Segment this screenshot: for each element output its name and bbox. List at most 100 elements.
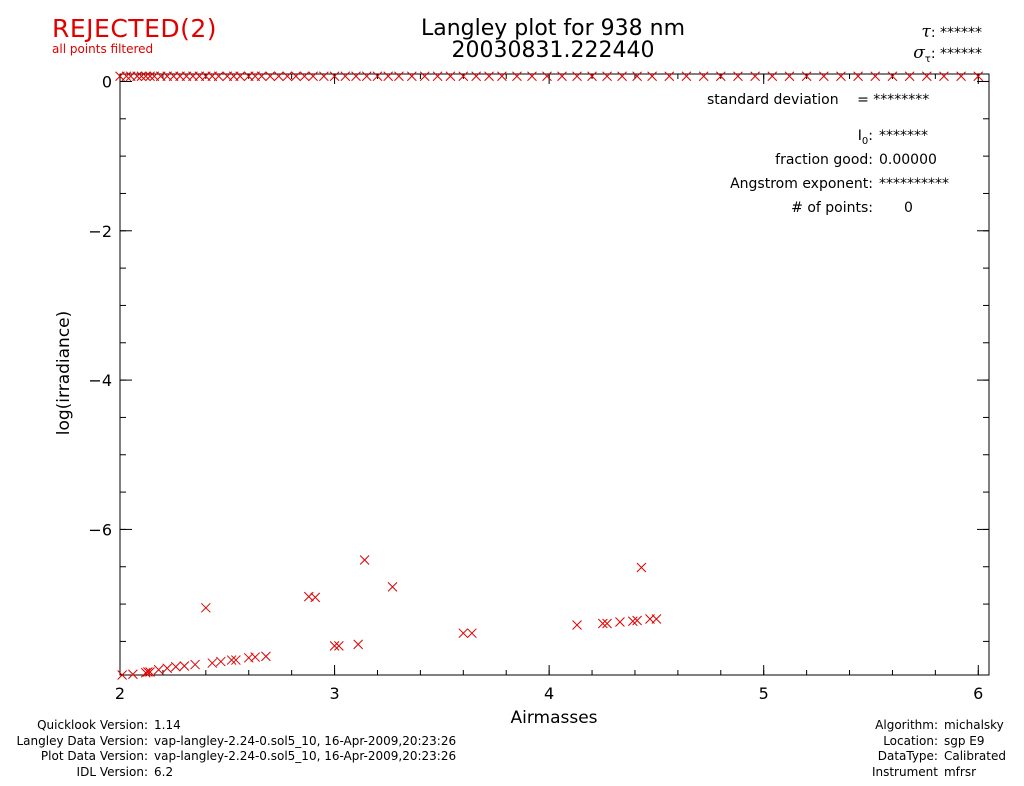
data-point <box>627 616 638 627</box>
top-edge-point <box>121 71 132 82</box>
version-info-label: Plot Data Version: <box>40 749 148 763</box>
x-axis-label: Airmasses <box>510 708 598 728</box>
version-info-row: Langley Data Version: vap-langley-2.24-0.… <box>0 734 456 750</box>
instrument-info-row: Instrument mfrsr <box>818 765 1006 781</box>
top-edge-point <box>664 71 675 82</box>
top-edge-point <box>733 71 743 82</box>
i0-label: I0: <box>857 128 873 147</box>
top-edge-point <box>572 71 582 82</box>
data-point <box>162 663 173 674</box>
chart-title: Langley plot for 938 nm <box>420 16 686 41</box>
instrument-info-row: DataType: Calibrated <box>818 749 1006 765</box>
top-edge-point <box>512 71 522 82</box>
top-edge-point <box>617 71 627 82</box>
data-point <box>261 651 271 662</box>
top-edge-point <box>767 71 778 82</box>
top-edge-point <box>750 71 760 82</box>
instrument-info-value: sgp E9 <box>943 733 985 748</box>
version-info-label: IDL Version: <box>76 764 148 779</box>
data-point <box>387 582 398 592</box>
plot-frame <box>119 73 990 676</box>
top-edge-point <box>904 71 915 82</box>
sigma-symbol: σ <box>913 43 925 63</box>
top-edge-point <box>329 71 340 82</box>
sigma-tau-value: ****** <box>940 46 982 62</box>
data-point <box>153 664 164 675</box>
std-dev-label: standard deviation <box>707 92 839 108</box>
data-point <box>334 641 344 651</box>
data-points <box>115 71 984 680</box>
top-edge-point <box>715 71 726 82</box>
top-edge-point <box>340 71 351 82</box>
instrument-info-row: Location: sgp E9 <box>818 734 1006 750</box>
top-edge-point <box>394 71 404 82</box>
x-tick-label: 2 <box>115 684 125 703</box>
top-edge-point <box>406 71 417 82</box>
top-edge-point <box>681 71 692 82</box>
version-info-row: Plot Data Version: vap-langley-2.24-0.sol… <box>0 749 456 765</box>
version-info-value: vap-langley-2.24-0.sol5_10, 16-Apr-2009,… <box>154 733 457 748</box>
status-note: all points filtered <box>52 42 154 56</box>
instrument-info-label: Location: <box>883 733 938 748</box>
x-tick-label: 4 <box>544 684 554 703</box>
top-edge-point <box>632 71 642 82</box>
data-point <box>128 669 138 680</box>
data-point <box>250 652 261 662</box>
npoints-value: 0 <box>904 200 913 216</box>
data-point <box>597 618 608 629</box>
instrument-info-row: Algorithm: michalsky <box>818 718 1006 734</box>
top-edge-point <box>256 71 267 82</box>
data-point <box>615 617 625 627</box>
version-info-row: IDL Version: 6.2 <box>0 765 456 781</box>
data-point <box>215 656 226 667</box>
top-edge-point <box>383 71 394 82</box>
axis-tick-labels: 2 3 4 5 6 0 −2 −4 −6 <box>88 72 983 703</box>
top-edge-point <box>458 71 469 82</box>
top-edge-point <box>235 71 246 82</box>
instrument-info-label: Instrument <box>871 764 938 779</box>
version-info: Quicklook Version: 1.14 Langley Data Versi… <box>0 718 456 780</box>
top-edge-point <box>471 71 482 82</box>
top-edge-point <box>698 71 709 82</box>
top-edge-point <box>213 71 224 82</box>
y-tick-label: 0 <box>102 72 112 91</box>
instrument-info: Algorithm: michalsky Location: sgp E9 DataTy… <box>818 718 1006 780</box>
top-edge-point <box>299 71 310 82</box>
top-edge-point <box>282 71 293 82</box>
fraction-good-value: 0.00000 <box>879 152 937 168</box>
top-edge-point <box>136 71 147 82</box>
top-edge-point <box>557 71 567 82</box>
sigma-subscript: τ <box>924 53 931 65</box>
tau-symbol: τ <box>921 22 931 42</box>
top-edge-point <box>801 71 812 82</box>
instrument-info-label: Algorithm: <box>875 718 938 732</box>
top-edge-point <box>921 71 932 82</box>
instrument-info-label: DataType: <box>877 749 938 763</box>
instrument-info-value: mfrsr <box>943 764 977 779</box>
top-edge-point <box>887 71 898 82</box>
data-point <box>179 661 190 671</box>
version-info-row: Quicklook Version: 1.14 <box>0 718 456 734</box>
top-edge-point <box>973 71 984 82</box>
chart-subtitle: 20030831.222440 <box>451 38 655 63</box>
data-point <box>200 602 211 613</box>
x-tick-label: 3 <box>329 684 339 703</box>
top-edge-point <box>145 71 155 82</box>
axis-ticks <box>119 74 989 675</box>
data-point <box>353 639 364 650</box>
version-info-value: 6.2 <box>154 764 174 779</box>
i0-value: ******* <box>879 128 928 144</box>
top-edge-point <box>318 71 329 82</box>
data-point <box>651 614 662 624</box>
data-point <box>140 667 151 678</box>
data-point <box>602 618 612 629</box>
tau-readout: τ: ****** <box>921 22 982 42</box>
y-tick-label: −2 <box>88 222 112 241</box>
top-edge-point <box>308 71 318 82</box>
top-edge-point <box>527 71 537 82</box>
npoints-label: # of points: <box>791 200 873 216</box>
data-point <box>170 661 181 672</box>
instrument-info-value: michalsky <box>943 718 1004 732</box>
fraction-good-label: fraction good: <box>775 152 873 168</box>
status-label: REJECTED(2) <box>52 14 218 43</box>
